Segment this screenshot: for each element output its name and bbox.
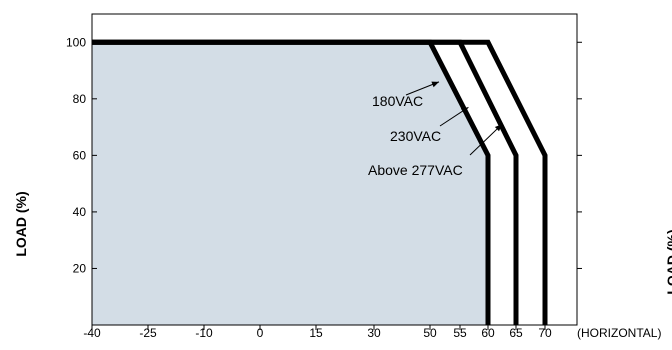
y-tick-label: 60 (73, 148, 87, 162)
x-tick-label: 65 (509, 326, 523, 340)
x-tick-label: 0 (257, 326, 264, 340)
x-tick-label: 60 (481, 326, 495, 340)
annotation-label: 180VAC (372, 93, 423, 109)
annotations: 180VAC 230VAC Above 277VAC (368, 81, 503, 178)
x-tick-label: 30 (367, 326, 381, 340)
plot-frame (91, 13, 578, 326)
annotation-label: Above 277VAC (368, 162, 463, 178)
series-group (92, 39, 548, 325)
shaded-area (92, 42, 488, 325)
x-axis-label: (HORIZONTAL) (577, 326, 661, 340)
x-tick-label: -40 (83, 326, 101, 340)
annotation-arrowhead (460, 107, 469, 114)
x-tick-label: -25 (139, 326, 157, 340)
annotation-arrowhead (431, 81, 439, 88)
x-tick-label: 55 (453, 326, 467, 340)
annotation-arrow-line (469, 123, 503, 156)
y-tick-label: 80 (73, 92, 87, 106)
x-tick-label: 70 (538, 326, 552, 340)
x-tick-label: 15 (309, 326, 323, 340)
y-axis-label: LOAD (%) (13, 191, 29, 256)
x-tick-label: -10 (195, 326, 213, 340)
y-tick-label: 20 (73, 261, 87, 275)
x-axis-ticks: -40 -25 -10 0 15 30 50 55 60 65 70 (83, 325, 552, 340)
right-y-axis-label-fragment: LOAD (%) (664, 229, 672, 294)
y-tick-label: 100 (66, 35, 86, 49)
safe-operating-area (92, 42, 488, 325)
y-tick-label: 40 (73, 205, 87, 219)
series-line-3 (92, 39, 548, 325)
y-axis-ticks: 20 40 60 80 100 (66, 35, 582, 275)
annotation-arrowhead (494, 124, 502, 132)
x-tick-label: 50 (423, 326, 437, 340)
annotation-label: 230VAC (390, 128, 441, 144)
